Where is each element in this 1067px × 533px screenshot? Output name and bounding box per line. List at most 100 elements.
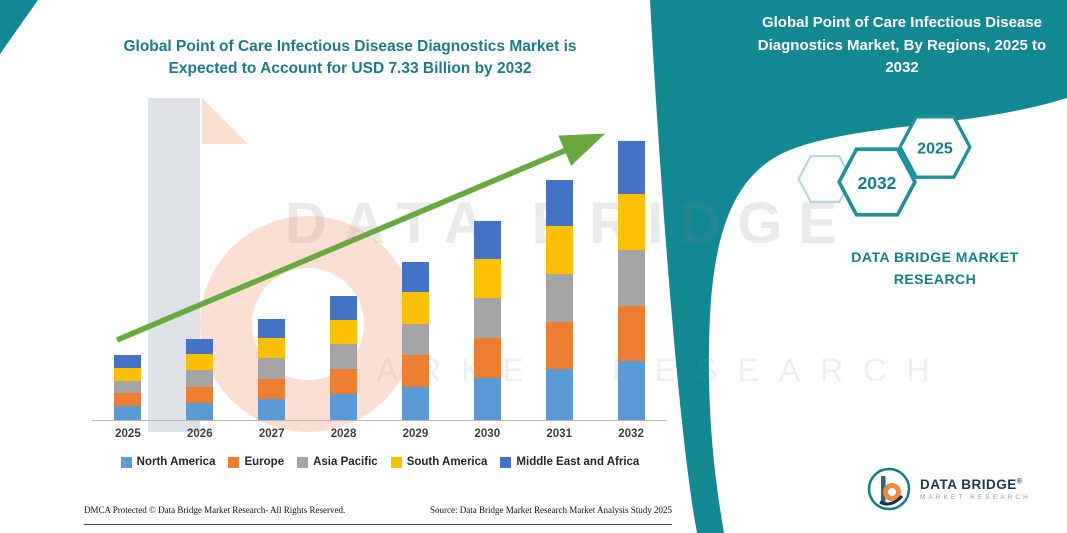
stacked-bar-2032 xyxy=(617,141,645,420)
chart-x-labels: 2025 2026 2027 2028 2029 2030 2031 2032 xyxy=(92,421,667,440)
stacked-bar-2029 xyxy=(401,261,429,420)
hexagon-2025-label: 2025 xyxy=(917,140,953,158)
logo-registered-mark: ® xyxy=(1016,478,1023,486)
bar-segment xyxy=(114,367,142,381)
bar-column xyxy=(164,338,236,420)
bar-segment xyxy=(330,393,358,420)
hexagon-faint xyxy=(797,155,853,203)
databridge-logo-icon xyxy=(867,467,911,511)
chart-plot-area xyxy=(92,128,667,421)
legend-swatch xyxy=(228,456,240,468)
bar-segment xyxy=(114,355,142,368)
bar-segment xyxy=(545,273,573,322)
page-title: Global Point of Care Infectious Disease … xyxy=(60,36,640,81)
x-axis-label: 2031 xyxy=(546,428,572,440)
bar-segment xyxy=(258,338,286,359)
logo-name-text: DATA BRIDGE xyxy=(920,477,1017,492)
source-note: Source: Data Bridge Market Research Mark… xyxy=(430,505,672,515)
stacked-bar-2031 xyxy=(545,180,573,420)
legend-label: Asia Pacific xyxy=(313,456,378,468)
x-axis-label: 2032 xyxy=(618,428,644,440)
stacked-bar-chart: 2025 2026 2027 2028 2029 2030 2031 2032 xyxy=(92,128,667,440)
logo-subtext: MARKET RESEARCH xyxy=(920,494,1031,501)
legend-item: Europe xyxy=(228,456,284,468)
bar-segment xyxy=(330,319,358,345)
bar-segment xyxy=(258,318,286,339)
bar-segment xyxy=(330,369,358,394)
legend: North America Europe Asia Pacific South Ame… xyxy=(86,456,674,468)
brand-text: DATA BRIDGE MARKET RESEARCH xyxy=(810,246,1060,291)
bar-column xyxy=(380,261,452,420)
hexagon-2025: 2025 xyxy=(898,115,972,179)
footer: DMCA Protected © Data Bridge Market Rese… xyxy=(84,505,672,525)
legend-item: North America xyxy=(120,456,215,468)
x-axis-label: 2027 xyxy=(258,428,285,440)
bar-segment xyxy=(114,406,142,420)
bar-segment xyxy=(617,141,645,194)
bar-column xyxy=(523,180,595,420)
stacked-bar-2025 xyxy=(114,355,142,420)
legend-label: Europe xyxy=(244,456,285,468)
x-axis-label: 2029 xyxy=(402,428,429,440)
legend-swatch xyxy=(500,456,512,468)
bar-segment xyxy=(401,386,429,420)
bar-segment xyxy=(186,370,214,387)
corner-accent-shape xyxy=(0,0,38,54)
bar-segment xyxy=(330,344,358,370)
bar-column xyxy=(451,220,523,420)
chart-columns xyxy=(92,128,667,420)
brand-text-line2: RESEARCH xyxy=(893,271,977,288)
bar-segment xyxy=(186,353,214,371)
bar-segment xyxy=(258,378,286,399)
bar-segment xyxy=(473,298,501,339)
bar-segment xyxy=(401,291,429,324)
bar-segment xyxy=(186,402,214,420)
bar-segment xyxy=(186,386,214,403)
bar-segment xyxy=(186,338,214,354)
legend-label: South America xyxy=(406,456,488,468)
bar-column xyxy=(236,318,308,420)
x-axis-label: 2025 xyxy=(115,428,141,440)
hexagon-2032: 2032 xyxy=(837,147,917,217)
bar-segment xyxy=(473,220,501,259)
page-title-line2: Expected to Account for USD 7.33 Billion… xyxy=(168,60,532,78)
legend-item: Asia Pacific xyxy=(297,456,378,468)
x-axis-label: 2030 xyxy=(474,428,501,440)
databridge-logo-block: DATA BRIDGE® MARKET RESEARCH xyxy=(866,466,1066,512)
side-panel-title: Global Point of Care Infectious Disease … xyxy=(757,14,1047,76)
legend-item: South America xyxy=(390,456,488,468)
legend-swatch xyxy=(120,456,132,468)
bar-segment xyxy=(401,323,429,356)
logo-name: DATA BRIDGE® xyxy=(920,477,1031,492)
hexagon-2032-label: 2032 xyxy=(858,173,897,193)
bar-segment xyxy=(545,225,573,274)
bar-segment xyxy=(473,258,501,299)
bar-column xyxy=(308,296,380,420)
stacked-bar-2026 xyxy=(186,338,214,420)
bar-segment xyxy=(617,305,645,362)
brand-text-line1: DATA BRIDGE MARKET xyxy=(851,249,1019,265)
bar-segment xyxy=(617,193,645,250)
bar-segment xyxy=(473,338,501,379)
bar-segment xyxy=(617,361,645,420)
bar-segment xyxy=(258,358,286,379)
x-axis-label: 2028 xyxy=(330,428,357,440)
bar-segment xyxy=(545,369,573,420)
bar-segment xyxy=(401,355,429,387)
legend-label: Middle East and Africa xyxy=(516,456,640,468)
legend-item: Middle East and Africa xyxy=(500,456,639,468)
databridge-logo-texts: DATA BRIDGE® MARKET RESEARCH xyxy=(920,477,1031,501)
bar-segment xyxy=(401,261,429,292)
bar-segment xyxy=(545,321,573,370)
bar-segment xyxy=(473,378,501,420)
bar-segment xyxy=(114,393,142,407)
bar-column xyxy=(595,141,667,420)
bar-segment xyxy=(330,296,358,320)
page-title-line1: Global Point of Care Infectious Disease … xyxy=(123,38,577,55)
dmca-notice: DMCA Protected © Data Bridge Market Rese… xyxy=(84,505,346,515)
bar-column xyxy=(92,355,164,420)
bar-segment xyxy=(114,380,142,394)
stacked-bar-2028 xyxy=(330,296,358,420)
